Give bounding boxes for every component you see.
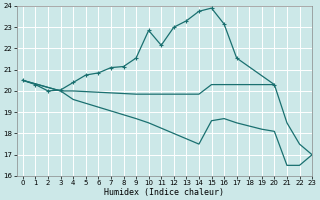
- X-axis label: Humidex (Indice chaleur): Humidex (Indice chaleur): [104, 188, 224, 197]
